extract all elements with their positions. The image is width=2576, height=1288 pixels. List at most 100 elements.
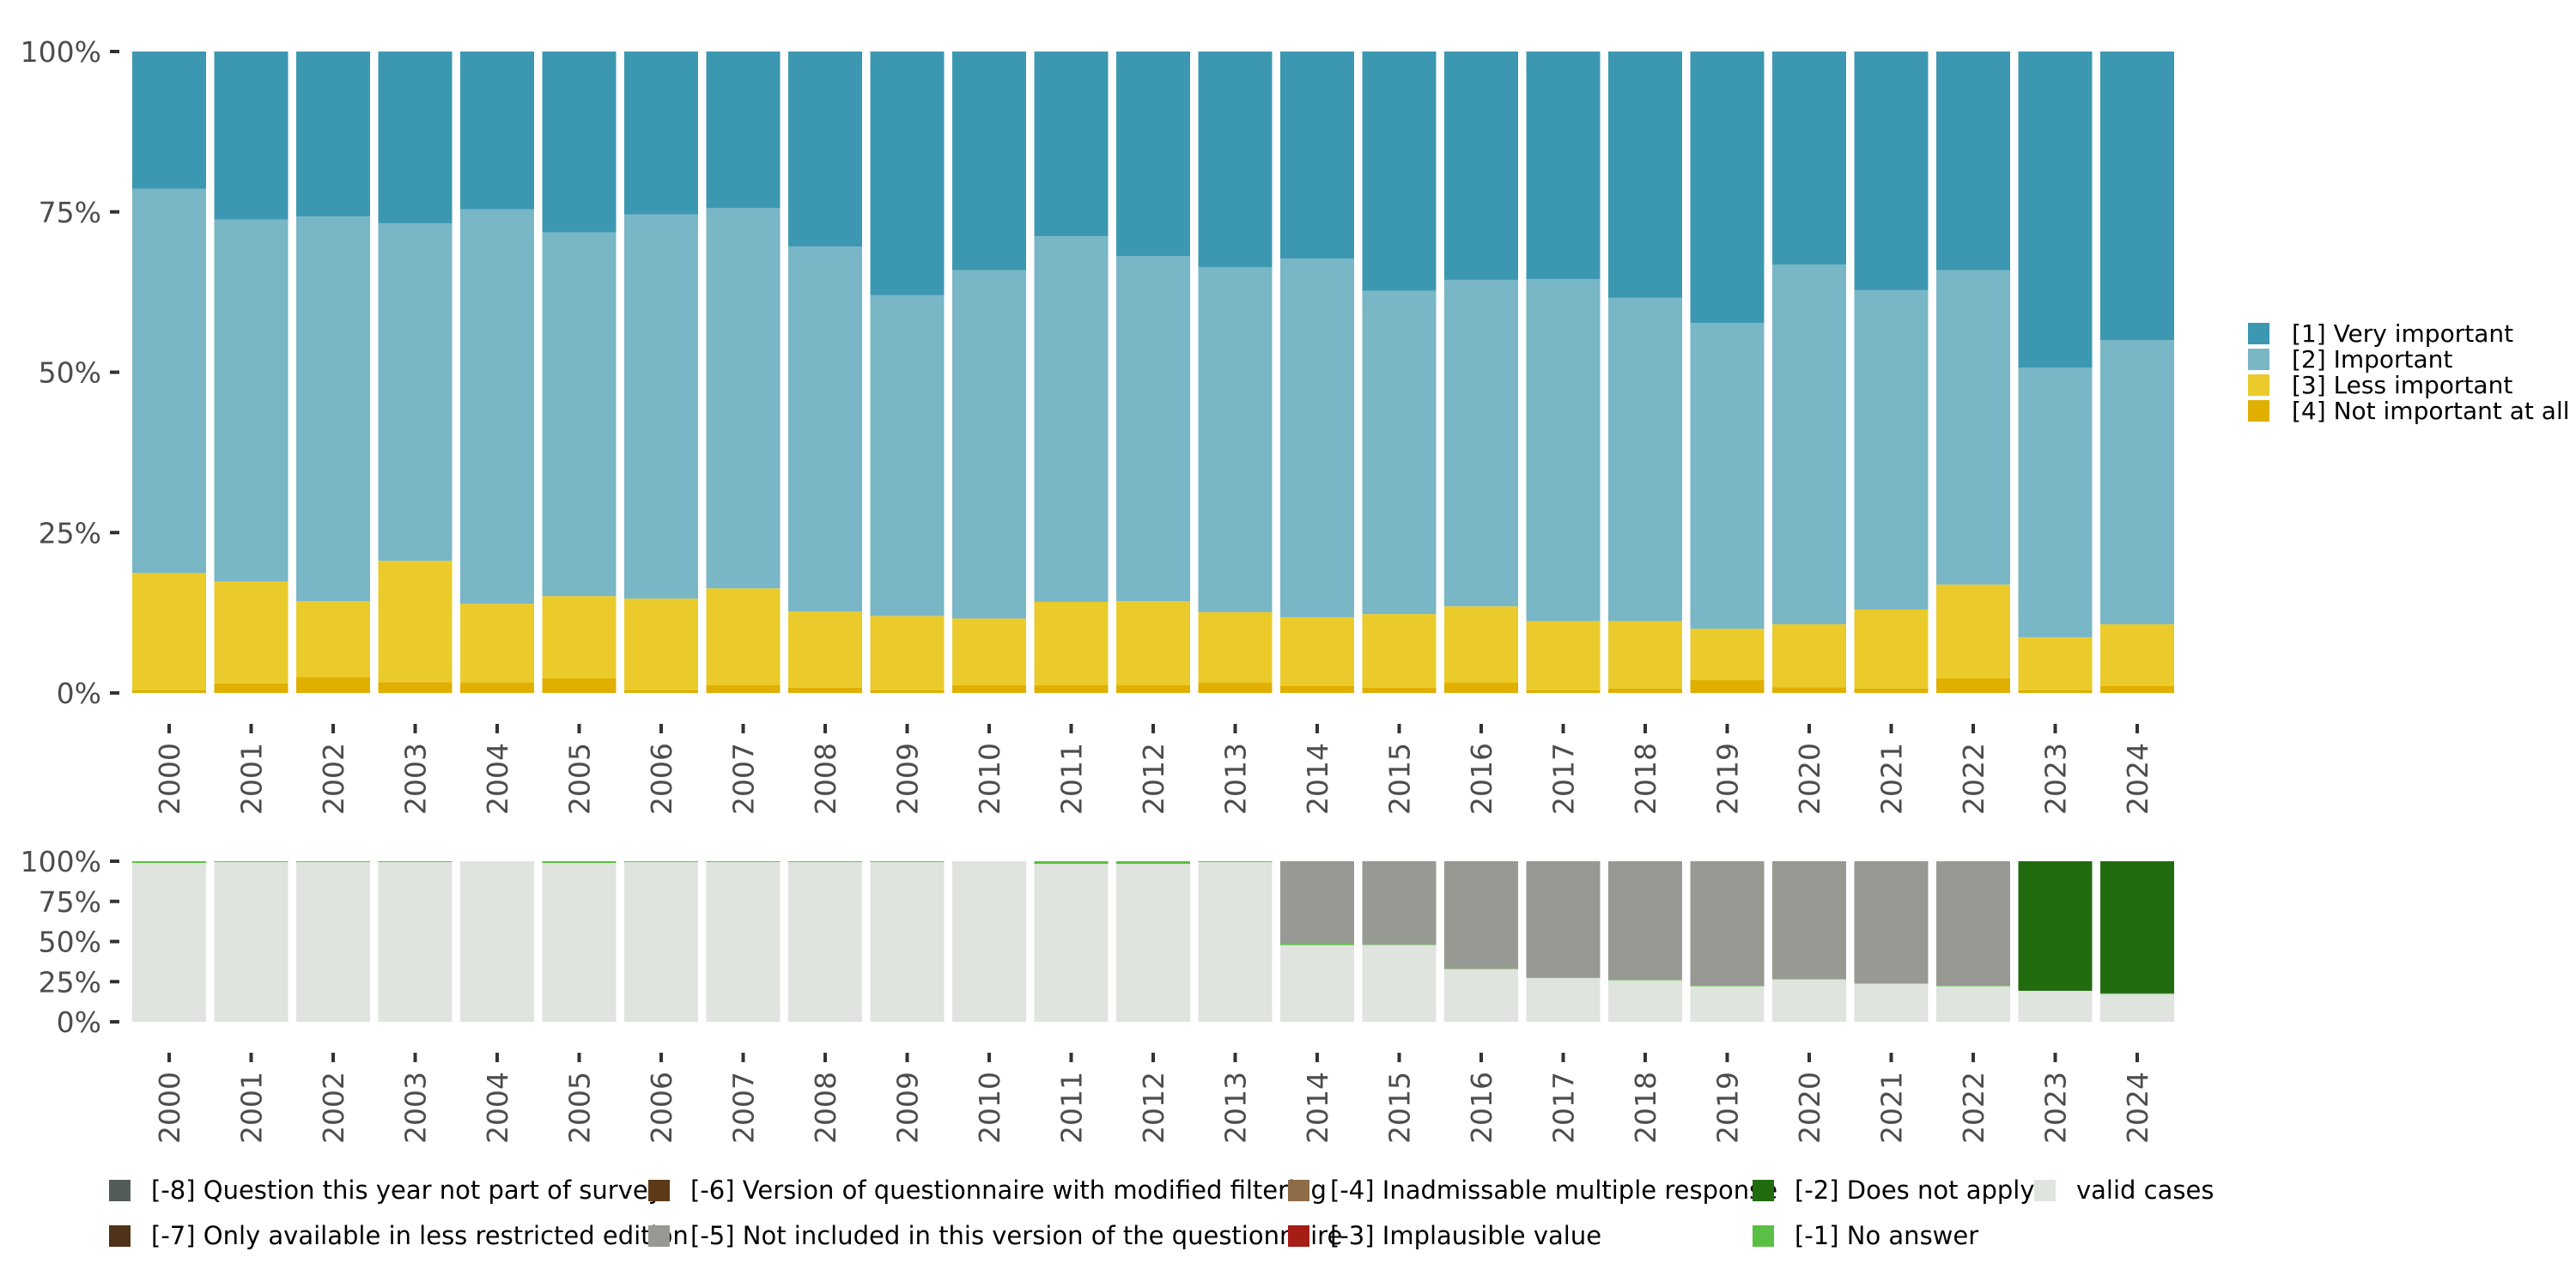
x-tick-label: 2021	[1875, 743, 1909, 815]
x-tick-label: 2018	[1629, 1072, 1662, 1144]
x-tick-mark	[167, 1053, 171, 1062]
bar-stack-2023	[2018, 52, 2093, 693]
bar-segment-valid-cases	[378, 861, 453, 1022]
bar-stack-2007	[706, 861, 781, 1022]
x-tick-mark	[577, 1053, 581, 1062]
bar-segment-2-important	[1526, 279, 1601, 622]
x-tick-label: 2004	[481, 743, 514, 815]
bar-segment-4-not-important-at-all	[1034, 685, 1109, 693]
x-tick-label: 2010	[973, 1072, 1006, 1144]
x-tick-label: 2000	[153, 743, 186, 815]
bar-segment-2-important	[1608, 297, 1682, 622]
x-tick-mark	[495, 724, 499, 733]
x-tick-mark	[2136, 724, 2139, 733]
x-tick-label: 2002	[317, 1072, 350, 1144]
x-tick-mark	[331, 1053, 335, 1062]
bar-stack-2002	[296, 861, 370, 1022]
bar-stack-2008	[788, 52, 862, 693]
x-tick-label: 2019	[1711, 1072, 1745, 1144]
bar-segment-1-very-important	[1690, 52, 1765, 323]
y-tick-label: 75%	[39, 885, 101, 919]
legend-label: [-5] Not included in this version of the…	[690, 1221, 1342, 1250]
x-tick-label: 2005	[563, 1072, 597, 1144]
x-tick-label: 2024	[2121, 1072, 2154, 1144]
legend-label: [-2] Does not apply	[1795, 1176, 2035, 1205]
bar-segment-4-not-important-at-all	[1772, 687, 1846, 693]
bar-stack-2015	[1362, 52, 1437, 693]
bar-stack-2000	[132, 861, 206, 1022]
bar-segment-3-less-important	[1280, 617, 1354, 686]
bar-segment-2-important	[1280, 258, 1354, 617]
x-tick-label: 2008	[809, 1072, 842, 1144]
bar-segment-4-not-important-at-all	[2018, 690, 2093, 693]
legend-swatch	[2248, 374, 2269, 396]
bar-stack-2020	[1772, 52, 1846, 693]
bar-stack-2024	[2100, 861, 2174, 1022]
legend-label: [-6] Version of questionnaire with modif…	[690, 1176, 1327, 1205]
bar-segment-4-not-important-at-all	[952, 685, 1026, 693]
bar-segment-valid-cases	[870, 861, 945, 1022]
x-tick-mark	[659, 724, 663, 733]
bar-segment-2-important	[214, 219, 289, 582]
bar-stack-2009	[870, 52, 945, 693]
x-tick-label: 2019	[1711, 743, 1745, 815]
bar-segment-4-not-important-at-all	[1854, 688, 1929, 693]
bar-segment-1-very-important	[1608, 52, 1682, 298]
bar-stack-2002	[296, 52, 370, 693]
x-tick-mark	[1971, 724, 1975, 733]
bar-segment-2-important	[296, 216, 370, 602]
legend-swatch	[2248, 400, 2269, 422]
x-tick-label: 2006	[645, 1072, 678, 1144]
legend-item-3-implausible-value: [-3] Implausible value	[1288, 1221, 1601, 1250]
x-tick-label: 2016	[1465, 743, 1498, 815]
y-tick-mark	[110, 939, 119, 944]
bar-stack-2007	[706, 52, 781, 693]
bar-stack-2011	[1034, 861, 1109, 1022]
bar-segment-3-less-important	[1772, 624, 1846, 688]
legend-swatch	[648, 1225, 670, 1247]
x-tick-label: 2022	[1957, 743, 1990, 815]
bar-stack-2024	[2100, 52, 2174, 693]
x-tick-mark	[1561, 1053, 1565, 1062]
y-tick-mark	[110, 860, 119, 863]
legend-label: [1] Very important	[2292, 319, 2513, 348]
bar-segment-4-not-important-at-all	[1444, 683, 1518, 693]
x-tick-label: 2003	[399, 1072, 433, 1144]
y-tick-label: 75%	[39, 196, 101, 229]
bar-segment-2-important	[1772, 264, 1846, 625]
bar-segment-2-important	[1116, 256, 1190, 602]
x-tick-mark	[1397, 1053, 1401, 1062]
bar-segment-4-not-important-at-all	[1116, 685, 1190, 693]
y-tick-mark	[110, 370, 119, 374]
bar-segment-2-important	[1854, 289, 1929, 610]
x-tick-mark	[1725, 1053, 1729, 1062]
x-tick-mark	[1807, 1053, 1811, 1062]
bar-segment-2-important	[460, 209, 534, 605]
legend-swatch	[1753, 1180, 1774, 1201]
bar-segment-4-not-important-at-all	[1936, 677, 2010, 693]
x-tick-mark	[167, 724, 171, 733]
x-tick-mark	[413, 724, 417, 733]
top-y-axis: 0% 25% 50% 75% 100%	[21, 35, 119, 710]
x-tick-label: 2022	[1957, 1072, 1990, 1144]
bar-segment-3-less-important	[1198, 611, 1273, 683]
bar-segment-3-less-important	[1034, 601, 1109, 686]
bar-stack-2015	[1362, 861, 1437, 1022]
bottom-legend: [-8] Question this year not part of surv…	[109, 1176, 2214, 1250]
bar-segment-3-less-important	[870, 616, 945, 691]
bar-segment-3-less-important	[706, 588, 781, 686]
bar-segment-1-no-answer	[2100, 993, 2174, 994]
bar-segment-1-no-answer	[1280, 943, 1354, 945]
bar-segment-2-important	[542, 232, 617, 597]
bar-segment-3-less-important	[1526, 621, 1601, 691]
bar-segment-2-important	[132, 188, 206, 574]
bar-segment-valid-cases	[2100, 993, 2174, 1022]
legend-label: valid cases	[2076, 1176, 2214, 1205]
bar-segment-2-important	[378, 223, 453, 562]
bar-segment-4-not-important-at-all	[1198, 683, 1273, 693]
bar-segment-1-no-answer	[706, 861, 781, 862]
bar-stack-2006	[624, 52, 698, 693]
bar-stack-2016	[1444, 861, 1518, 1022]
bar-stack-2021	[1854, 52, 1929, 693]
bar-segment-2-important	[1034, 236, 1109, 602]
